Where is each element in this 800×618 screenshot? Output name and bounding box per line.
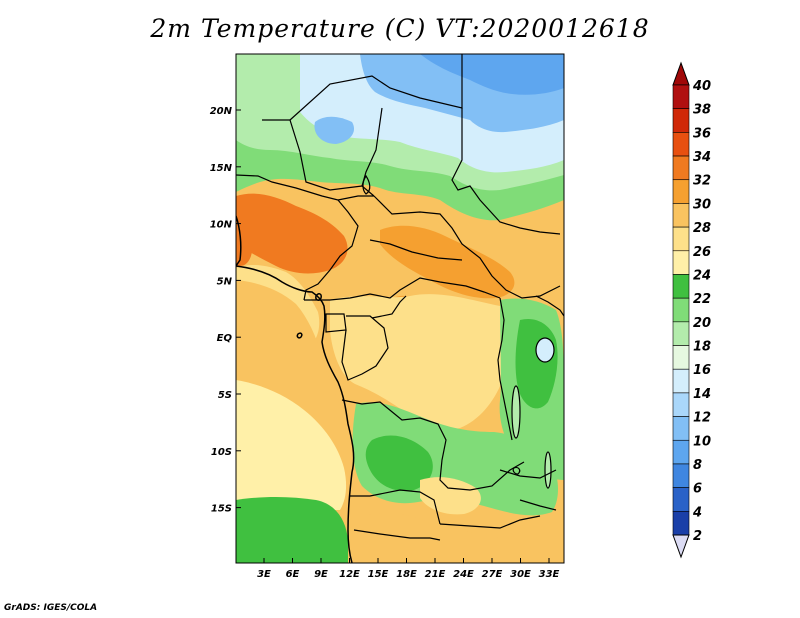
colorbar-label: 18 — [693, 340, 711, 355]
colorbar-label: 4 — [692, 505, 702, 520]
colorbar-bin — [672, 84, 690, 109]
chart-title: 2m Temperature (C) VT:2020012618 — [150, 14, 650, 43]
colorbar-bin — [672, 297, 690, 323]
grads-credit: GrADS: IGES/COLA — [4, 603, 98, 613]
colorbar-label: 22 — [693, 292, 711, 307]
colorbar-label: 20 — [693, 316, 711, 331]
lake-tanganyika — [512, 386, 520, 438]
temperature-field — [236, 54, 564, 563]
colorbar-bin — [672, 250, 690, 275]
colorbar-bin — [672, 274, 690, 299]
colorbar-bin — [672, 155, 690, 181]
colorbar-label: 38 — [693, 103, 711, 118]
field-ocean-green — [236, 497, 348, 563]
colorbar-min-arrow — [672, 534, 690, 559]
colorbar-bin — [672, 321, 690, 346]
lon-label: 6E — [286, 569, 300, 580]
country-borders — [236, 54, 564, 541]
lat-label: 5N — [217, 276, 233, 287]
colorbar-label: 26 — [693, 245, 711, 260]
field-south-orange — [348, 513, 556, 563]
colorbar-label: 30 — [693, 197, 711, 212]
colorbar-bin — [672, 226, 690, 252]
colorbar-bin — [672, 439, 690, 465]
lat-label: 10S — [211, 447, 232, 458]
colorbar-bin — [672, 179, 690, 204]
colorbar-label: 36 — [693, 126, 711, 141]
colorbar: 40 38 36 34 32 30 28 26 24 22 20 18 16 14 12 10 8 6 4 2 — [672, 61, 711, 559]
lat-label: 15S — [211, 504, 232, 515]
lat-label: 20N — [210, 106, 233, 117]
colorbar-label: 28 — [693, 221, 711, 236]
lake-victoria — [536, 338, 554, 362]
colorbar-bin — [672, 416, 690, 441]
lon-label: 21E — [425, 569, 446, 580]
lat-label: 5S — [218, 390, 232, 401]
colorbar-max-arrow — [672, 61, 690, 86]
lon-label: 3E — [257, 569, 271, 580]
colorbar-label: 2 — [693, 529, 702, 544]
map-frame — [235, 53, 565, 564]
lon-label: 12E — [339, 569, 360, 580]
lon-label: 27E — [482, 569, 503, 580]
lake-malawi — [545, 452, 551, 488]
field-hot-patch-east — [380, 225, 515, 299]
colorbar-bin — [672, 487, 690, 512]
colorbar-label: 16 — [693, 363, 711, 378]
colorbar-label: 40 — [692, 79, 711, 94]
colorbar-label: 24 — [693, 268, 711, 283]
field-west-coolpatch — [314, 116, 355, 144]
field-ocean-paleyellow — [236, 380, 347, 510]
colorbar-bin — [672, 203, 690, 228]
colorbar-bin — [672, 392, 690, 417]
field-central-paleyellow — [330, 294, 511, 430]
lon-label: 15E — [368, 569, 389, 580]
longitude-axis: 3E 6E 9E 12E 15E 18E 21E 24E 27E 30E 33E — [257, 558, 560, 580]
field-south-darkgreen — [365, 435, 433, 492]
colorbar-bin — [672, 368, 690, 394]
lon-label: 18E — [396, 569, 417, 580]
colorbar-label: 32 — [693, 174, 711, 189]
lake-outlines — [362, 174, 555, 489]
colorbar-bin — [672, 511, 690, 536]
lat-label: 10N — [210, 220, 233, 231]
lon-label: 24E — [453, 569, 474, 580]
coastlines — [236, 215, 355, 563]
latitude-axis: 20N 15N 10N 5N EQ 5S 10S 15S — [210, 106, 241, 515]
lat-label: 15N — [210, 163, 233, 174]
colorbar-label: 6 — [693, 482, 702, 497]
colorbar-label: 10 — [693, 434, 711, 449]
colorbar-label: 8 — [693, 458, 702, 473]
colorbar-label: 14 — [693, 387, 711, 402]
lon-label: 33E — [539, 569, 560, 580]
colorbar-bin — [672, 463, 690, 488]
colorbar-label: 34 — [693, 150, 711, 165]
colorbar-label: 12 — [693, 411, 711, 426]
lon-label: 9E — [314, 569, 328, 580]
colorbar-bin — [672, 345, 690, 370]
colorbar-bin — [672, 108, 690, 133]
field-north-blue — [420, 54, 564, 95]
lat-label: EQ — [217, 333, 233, 344]
colorbar-bin — [672, 132, 690, 157]
lon-label: 30E — [510, 569, 531, 580]
field-hot-band — [236, 193, 348, 274]
